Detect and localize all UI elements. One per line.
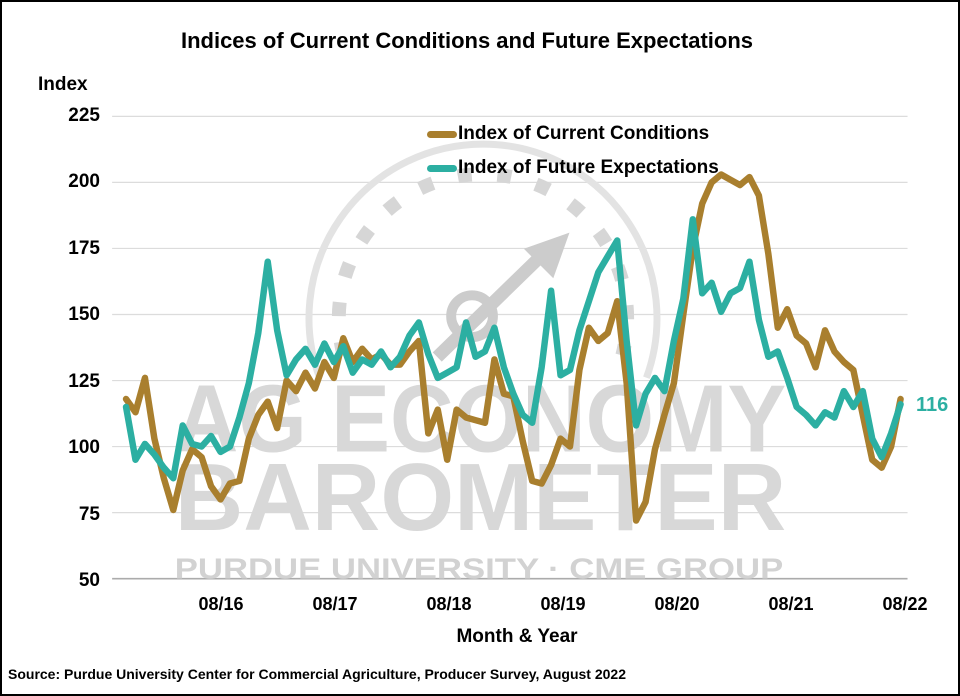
legend-swatch	[427, 130, 457, 138]
legend-item: Index of Future Expectations	[427, 158, 719, 178]
x-tick-label: 08/18	[426, 594, 472, 614]
y-axis-title: Index	[38, 74, 88, 95]
legend-swatch	[427, 164, 457, 172]
y-tick-label: 175	[68, 237, 100, 259]
x-axis-title: Month & Year	[456, 626, 578, 647]
y-tick-label: 100	[68, 437, 100, 459]
end-value-label: 116	[916, 393, 949, 416]
line-future-expectations	[122, 216, 904, 482]
watermark: AG ECONOMY BAROMETER PURDUE UNIVERSITY ·…	[175, 140, 786, 586]
gauge-needle-arrowhead	[523, 232, 570, 279]
legend: Index of Current Conditions Index of Futu…	[427, 124, 719, 192]
gauge-rim-arc	[305, 140, 661, 379]
y-tick-label: 125	[68, 370, 100, 392]
watermark-line2: BAROMETER	[175, 445, 786, 551]
x-tick-label: 08/19	[540, 594, 586, 614]
chart-title: Indices of Current Conditions and Future…	[180, 28, 754, 53]
legend-item: Index of Current Conditions	[427, 124, 719, 144]
y-tick-label: 150	[68, 304, 100, 326]
legend-label: Index of Current Conditions	[458, 123, 710, 144]
source-note: Source: Purdue University Center for Com…	[8, 666, 626, 682]
x-tick-label: 08/17	[312, 594, 358, 614]
y-tick-label: 225	[68, 105, 100, 127]
x-tick-label: 08/22	[882, 594, 928, 614]
y-tick-label: 75	[78, 503, 100, 525]
x-tick-label: 08/16	[198, 594, 244, 614]
x-tick-label: 08/20	[654, 594, 700, 614]
y-tick-label: 50	[78, 570, 100, 591]
x-tick-label: 08/21	[768, 594, 814, 614]
y-tick-label: 200	[68, 171, 100, 193]
legend-label: Index of Future Expectations	[458, 157, 719, 178]
watermark-line3: PURDUE UNIVERSITY · CME GROUP	[175, 554, 783, 586]
